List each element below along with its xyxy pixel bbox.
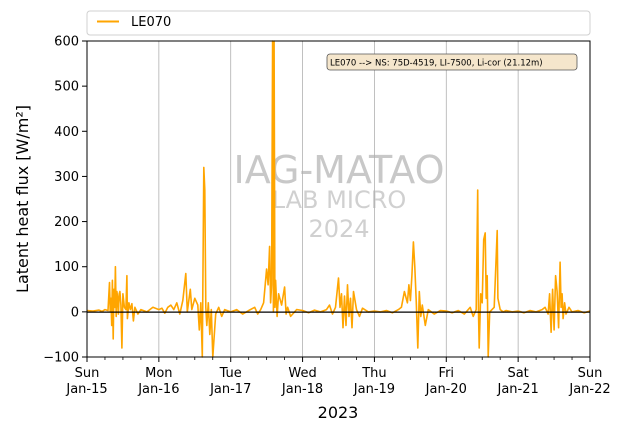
series-layer [86,40,591,358]
series-line-le070 [86,40,591,358]
x-tick-day: Sun [75,366,100,381]
x-tick-date: Jan-15 [65,382,107,397]
watermark-line-3: 2024 [308,215,369,243]
legend-label: LE070 [131,15,171,30]
y-tick-label: 400 [54,125,79,140]
x-tick-date: Jan-19 [353,382,395,397]
x-tick-day: Sun [578,366,603,381]
x-tick-day: Sat [507,366,528,381]
y-tick-label: 500 [54,80,79,95]
x-tick-day: Wed [288,366,316,381]
y-axis-title: Latent heat flux [W/m²] [13,105,32,293]
x-tick-date: Jan-20 [425,382,467,397]
annotation-text: LE070 --> NS: 75D-4519, LI-7500, Li-cor … [330,59,543,69]
x-tick-day: Tue [219,366,242,381]
grid-layer [158,41,519,357]
y-axis-ticks: −100 0 100 200 300 400 500 600 [43,35,87,366]
x-tick-date: Jan-18 [281,382,323,397]
x-tick-day: Fri [439,366,455,381]
y-tick-label: 0 [71,305,79,320]
watermark-line-1: IAG-MATAO [233,148,444,192]
x-tick-date: Jan-21 [497,382,539,397]
x-tick-date: Jan-16 [137,382,179,397]
y-tick-label: 300 [54,170,79,185]
y-tick-label: −100 [43,351,79,366]
x-axis-title: 2023 [318,403,359,422]
annotation-box [326,53,578,71]
x-tick-date: Jan-22 [568,382,610,397]
watermark-line-2: LAB MICRO [272,186,407,214]
y-tick-label: 100 [54,260,79,275]
y-tick-label: 200 [54,215,79,230]
x-tick-date: Jan-17 [209,382,251,397]
x-axis-ticks: SunJan-15MonJan-16TueJan-17WedJan-18ThuJ… [65,357,611,397]
y-tick-label: 600 [54,35,79,50]
legend-box [86,10,591,36]
x-tick-day: Mon [145,366,172,381]
x-tick-day: Thu [361,366,386,381]
